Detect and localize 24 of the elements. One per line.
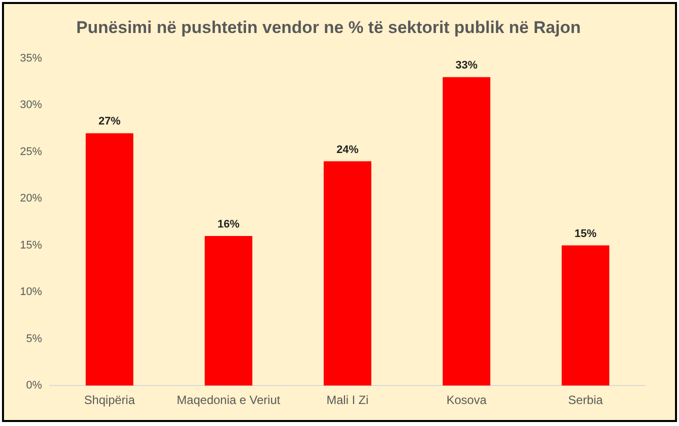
y-tick-label: 30% <box>20 99 42 112</box>
y-tick-label: 25% <box>20 146 42 158</box>
x-tick-label: Serbia <box>568 393 604 408</box>
y-tick-label: 5% <box>26 332 42 345</box>
x-tick-label: Shqipëria <box>84 393 136 408</box>
y-tick-label: 15% <box>20 239 42 252</box>
bar <box>86 133 134 386</box>
y-tick-label: 0% <box>26 380 42 392</box>
data-label: 27% <box>98 116 121 128</box>
data-label: 24% <box>336 144 359 156</box>
y-tick-label: 10% <box>20 286 42 298</box>
x-tick-label: Kosova <box>446 393 487 408</box>
bar <box>324 161 372 386</box>
y-tick-label: 35% <box>20 52 42 64</box>
y-tick-label: 20% <box>20 192 42 205</box>
x-tick-label: Maqedonia e Veriut <box>176 393 281 408</box>
data-label: 16% <box>217 218 240 231</box>
data-label: 33% <box>455 60 478 72</box>
bar <box>442 77 490 386</box>
chart-title: Punësimi në pushtetin vendor ne % të sektorit publik në Rajon <box>76 18 581 37</box>
data-label: 15% <box>574 228 597 240</box>
x-tick-label: Mali I Zi <box>326 393 369 408</box>
bar <box>204 236 252 386</box>
bar <box>562 245 610 386</box>
